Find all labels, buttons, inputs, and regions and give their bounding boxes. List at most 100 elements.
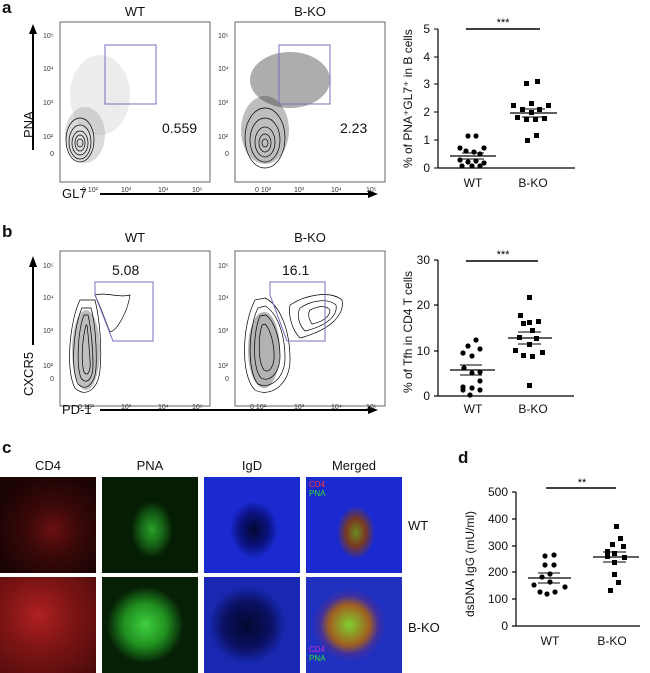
- svg-text:***: ***: [497, 17, 511, 29]
- scatter-chart-b: 30 20 10 0 *** WT B-KO: [417, 249, 574, 415]
- svg-text:30: 30: [417, 253, 431, 267]
- micro-col-title-cd4: CD4: [34, 458, 61, 473]
- svg-text:10⁵: 10⁵: [43, 33, 54, 40]
- svg-text:10⁴: 10⁴: [43, 295, 54, 302]
- merged-legend-cd4-bko: CD4: [309, 645, 326, 654]
- y-axis-label-chart-d: dsDNA IgG (mU/ml): [463, 510, 477, 617]
- svg-text:2: 2: [423, 105, 430, 119]
- svg-text:5: 5: [423, 22, 430, 36]
- svg-text:10⁴: 10⁴: [331, 404, 342, 411]
- svg-text:0 10²: 0 10²: [78, 404, 95, 411]
- merged-legend-pna: PNA: [309, 489, 326, 498]
- micrograph-bko-igd: [204, 577, 300, 673]
- flow-x-ticks-b: 0 10² 10³ 10⁴ 10⁵ 0 10² 10³ 10⁴ 10⁵: [78, 404, 377, 411]
- svg-text:10³: 10³: [294, 404, 305, 411]
- panel-letter-c: c: [2, 438, 12, 457]
- svg-text:10²: 10²: [43, 363, 54, 370]
- svg-text:0: 0: [225, 376, 229, 383]
- svg-text:10⁵: 10⁵: [366, 404, 377, 411]
- svg-text:400: 400: [488, 512, 508, 526]
- svg-text:10²: 10²: [43, 134, 54, 141]
- svg-text:200: 200: [488, 565, 508, 579]
- x-axis-label-a: GL7: [62, 186, 87, 201]
- svg-text:0 10²: 0 10²: [250, 404, 267, 411]
- svg-text:10⁵: 10⁵: [218, 263, 229, 270]
- merged-legend-cd4: CD4: [309, 480, 326, 489]
- svg-text:10³: 10³: [218, 100, 229, 107]
- svg-text:10³: 10³: [121, 404, 132, 411]
- svg-text:0: 0: [423, 389, 430, 403]
- y-axis-label-chart-a: % of PNA⁺GL7⁺ in B cells: [401, 29, 415, 168]
- svg-text:4: 4: [423, 50, 430, 64]
- micro-col-title-pna: PNA: [136, 458, 164, 473]
- svg-text:10³: 10³: [121, 187, 132, 194]
- merged-legend-pna-bko: PNA: [309, 654, 326, 663]
- svg-text:10³: 10³: [43, 328, 54, 335]
- svg-text:300: 300: [488, 539, 508, 553]
- flow-title-b-wt: WT: [124, 230, 146, 245]
- svg-text:WT: WT: [464, 402, 483, 415]
- svg-text:0: 0: [501, 619, 508, 633]
- svg-text:100: 100: [488, 592, 508, 606]
- micrograph-wt-pna: [102, 477, 198, 573]
- svg-text:10⁴: 10⁴: [218, 295, 229, 302]
- svg-text:10²: 10²: [218, 134, 229, 141]
- svg-text:10⁴: 10⁴: [218, 66, 229, 73]
- scatter-chart-d: 500 400 300 200 100 0 ** WT B-KO: [488, 477, 640, 648]
- scatter-chart-a: 5 4 3 2 1 0 *** WT B-KO: [423, 17, 575, 190]
- micrograph-wt-igd: [204, 477, 300, 573]
- micrograph-bko-pna: [102, 577, 198, 673]
- svg-text:10⁵: 10⁵: [366, 187, 377, 194]
- y-axis-label-a: PNA: [21, 111, 36, 138]
- svg-text:10⁵: 10⁵: [218, 33, 229, 40]
- panel-letter-d: d: [458, 448, 469, 467]
- flow-plots-a: 10⁵ 10⁴ 10³ 10² 0 10⁵ 10⁴ 10³ 10² 0 0 10² 10³ 10⁴ 1…: [29, 21, 386, 198]
- y-axis-label-b: CXCR5: [21, 351, 36, 396]
- svg-text:10³: 10³: [294, 187, 305, 194]
- svg-text:10³: 10³: [218, 328, 229, 335]
- svg-text:10⁴: 10⁴: [331, 187, 342, 194]
- svg-text:10⁵: 10⁵: [43, 263, 54, 270]
- svg-text:1: 1: [423, 133, 430, 147]
- micro-col-title-igd: IgD: [241, 458, 263, 473]
- micrograph-wt-cd4: [0, 477, 96, 573]
- svg-text:B-KO: B-KO: [518, 402, 547, 415]
- svg-text:10⁴: 10⁴: [158, 187, 169, 194]
- svg-text:0: 0: [225, 151, 229, 158]
- svg-text:0: 0: [50, 376, 54, 383]
- panel-letter-a: a: [2, 0, 12, 17]
- micrograph-bko-merged: CD4 PNA: [306, 577, 402, 673]
- svg-text:10⁵: 10⁵: [192, 404, 203, 411]
- micro-col-title-merged: Merged: [331, 458, 377, 473]
- svg-text:10²: 10²: [218, 363, 229, 370]
- micro-row-label-wt: WT: [408, 518, 429, 533]
- svg-text:WT: WT: [464, 176, 483, 190]
- svg-text:0: 0: [423, 161, 430, 175]
- flow-title-b-bko: B-KO: [294, 230, 326, 245]
- svg-text:WT: WT: [541, 634, 560, 648]
- gate-value-a-wt: 0.559: [162, 120, 198, 136]
- panel-letter-b: b: [2, 222, 13, 241]
- svg-text:0 10²: 0 10²: [82, 187, 99, 194]
- svg-text:10⁴: 10⁴: [43, 66, 54, 73]
- svg-text:10⁴: 10⁴: [158, 404, 169, 411]
- svg-text:0 10²: 0 10²: [255, 187, 272, 194]
- svg-text:0: 0: [50, 151, 54, 158]
- flow-title-a-bko: B-KO: [294, 4, 326, 19]
- gate-value-b-wt: 5.08: [112, 262, 140, 278]
- flow-plots-b: 10⁵ 10⁴ 10³ 10² 0 10⁵ 10⁴ 10³ 10² 0: [29, 250, 386, 414]
- micrograph-wt-merged: CD4 PNA: [306, 477, 402, 573]
- micro-row-label-bko: B-KO: [408, 620, 440, 635]
- gate-value-b-bko: 16.1: [282, 262, 310, 278]
- svg-text:3: 3: [423, 77, 430, 91]
- svg-text:10³: 10³: [43, 100, 54, 107]
- svg-text:**: **: [578, 477, 587, 489]
- micrograph-bko-cd4: [0, 577, 96, 673]
- svg-text:10: 10: [417, 344, 431, 358]
- svg-text:500: 500: [488, 485, 508, 499]
- y-axis-label-chart-b: % of Tfh in CD4 T cells: [401, 270, 415, 393]
- x-axis-label-b: PD-1: [62, 402, 92, 417]
- svg-text:10⁵: 10⁵: [192, 187, 203, 194]
- svg-text:B-KO: B-KO: [597, 634, 626, 648]
- svg-text:***: ***: [497, 249, 511, 261]
